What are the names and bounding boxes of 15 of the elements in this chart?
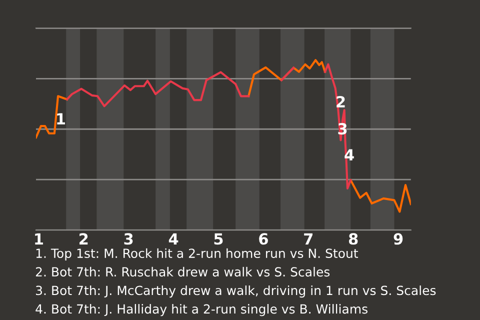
text: 4. Bot 7th: J. Halliday hit a 2-run single vs B. Williams <box>36 304 368 316</box>
annotation: 3 <box>338 123 347 135</box>
x-tick-label: 2 <box>80 233 88 244</box>
x-tick-label: 6 <box>259 233 268 245</box>
x-tick-label: 4 <box>168 233 178 244</box>
x-tick-label: 9 <box>394 233 403 245</box>
x-tick-label: 7 <box>304 233 312 244</box>
annotation: 1 <box>57 113 65 124</box>
x-tick-label: 8 <box>348 233 358 245</box>
text: 3. Bot 7th: J. McCarthy drew a walk, driving in 1 run vs S. Scales <box>36 285 436 298</box>
x-tick-label: 5 <box>214 233 223 245</box>
x-tick-label: 3 <box>124 233 133 245</box>
text: 2. Bot 7th: R. Ruschak drew a walk vs S. Scales <box>36 266 330 277</box>
x-tick-label: 1 <box>35 233 43 244</box>
text: 1. Top 1st: M. Rock hit a 2-run home run vs N. Stout <box>36 248 358 260</box>
